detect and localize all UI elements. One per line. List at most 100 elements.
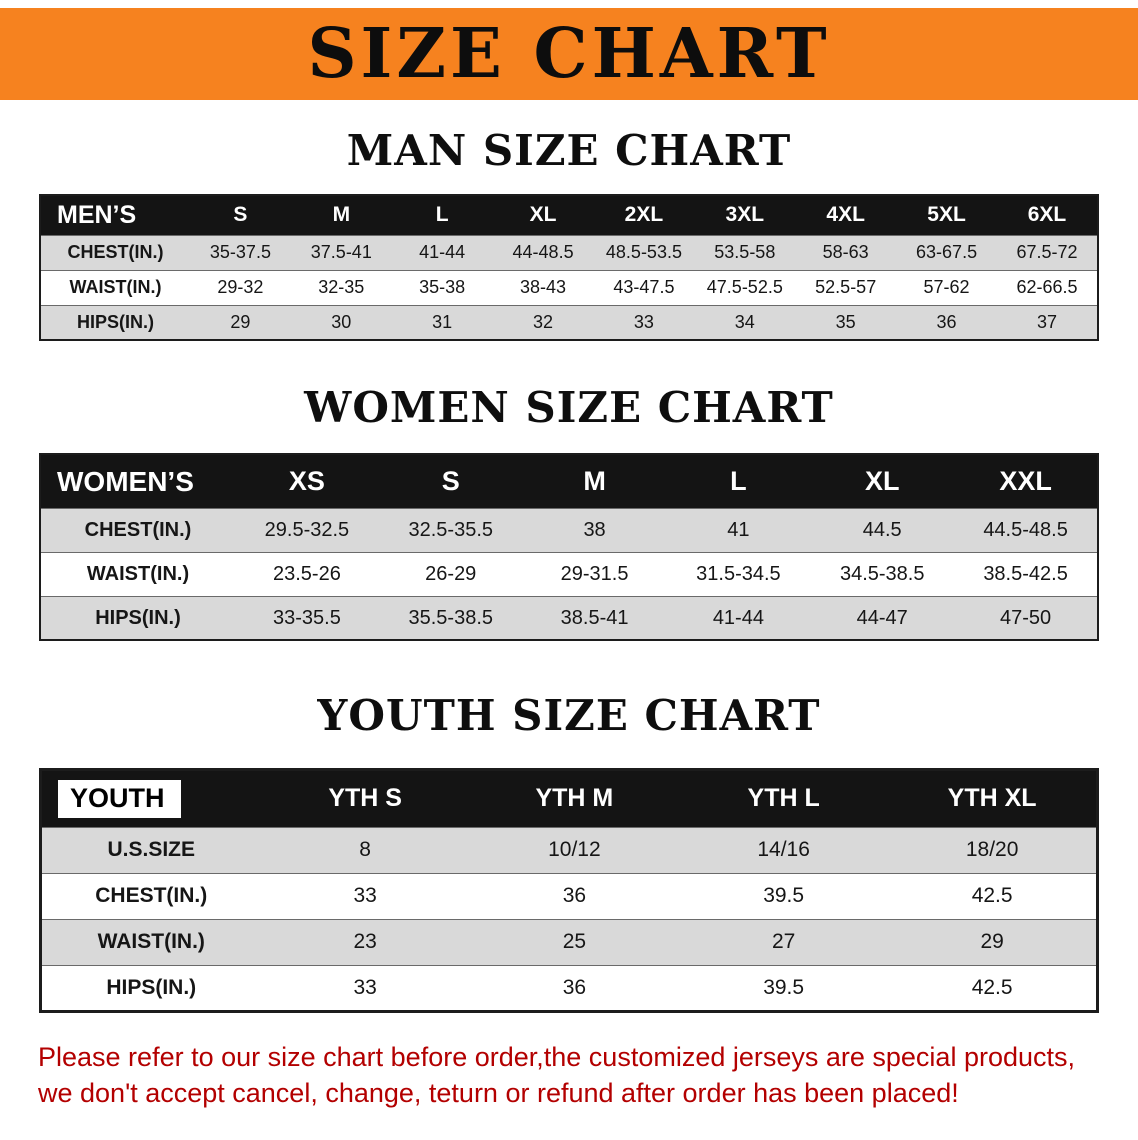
measurement-value: 35 (835, 311, 856, 332)
measurement-value: 39.5 (763, 975, 805, 999)
youth-section: YOUTH SIZE CHART YOUTH YTH S YTH M YTH L YTH… (0, 691, 1138, 1013)
measurement-value: 47.5-52.5 (706, 277, 783, 298)
measurement-value: 26-29 (425, 562, 477, 585)
youth-section-heading: YOUTH SIZE CHART (317, 691, 821, 741)
size-column-header: YTH S (260, 769, 470, 828)
banner: SIZE CHART (0, 8, 1138, 100)
youth-size-table: YOUTH YTH S YTH M YTH L YTH XL U.S.SIZE 8 10/12… (39, 767, 1099, 1013)
measurement-label: WAIST(IN.) (86, 562, 190, 585)
measurement-value: 37 (1036, 311, 1058, 332)
size-column-header: 2XL (593, 195, 695, 236)
page-title: SIZE CHART (307, 14, 831, 94)
size-column-header: YTH M (469, 769, 679, 828)
measurement-value: 8 (359, 838, 371, 862)
size-column-header: YTH XL (888, 769, 1098, 828)
measurement-value: 38.5-41 (560, 606, 629, 629)
measurement-value: 57-62 (923, 277, 970, 298)
table-header-row: MEN’S S M L XL 2XL 3XL 4XL 5XL 6XL (40, 195, 1098, 236)
measurement-value: 29-31.5 (560, 562, 629, 585)
measurement-value: 38 (583, 518, 606, 541)
measurement-value: 23 (353, 930, 377, 954)
table-title-chip: YOUTH (58, 779, 181, 818)
measurement-value: 29-32 (217, 277, 264, 298)
measurement-value: 38-43 (520, 277, 567, 298)
measurement-value: 29 (980, 930, 1004, 954)
measurement-value: 35-37.5 (209, 242, 271, 263)
measurement-value: 41-44 (419, 242, 466, 263)
men-section: MAN SIZE CHART MEN’S S M L XL 2XL 3XL 4XL 5XL 6XL… (0, 127, 1138, 342)
measurement-value: 53.5-58 (714, 242, 776, 263)
measurement-label: CHEST(IN.) (67, 242, 164, 263)
size-column-header: M (522, 454, 667, 509)
measurement-label: WAIST(IN.) (97, 930, 205, 954)
size-column-header: L (666, 454, 811, 509)
measurement-value: 30 (331, 311, 352, 332)
measurement-value: 32 (533, 311, 554, 332)
measurement-value: 42.5 (971, 975, 1013, 999)
size-column-header: YTH L (679, 769, 889, 828)
measurement-value: 27 (771, 930, 796, 954)
measurement-value: 23.5-26 (272, 562, 341, 585)
measurement-value: 34.5-38.5 (839, 562, 925, 585)
measurement-label: CHEST(IN.) (84, 518, 192, 541)
measurement-row: WAIST(IN.) 23 25 27 29 (40, 919, 1098, 966)
table-title-cell: YOUTH (40, 769, 261, 828)
measurement-row: WAIST(IN.) 29-32 32-35 35-38 38-43 43-47.5 47.… (40, 270, 1098, 306)
measurement-value: 48.5-53.5 (605, 242, 682, 263)
measurement-label: CHEST(IN.) (95, 884, 208, 908)
measurement-label: HIPS(IN.) (76, 311, 154, 332)
measurement-value: 29 (230, 311, 251, 332)
measurement-row: CHEST(IN.) 33 36 39.5 42.5 (40, 873, 1098, 920)
measurement-value: 44-48.5 (512, 242, 574, 263)
measurement-value: 41-44 (712, 606, 764, 629)
measurement-value: 43-47.5 (613, 277, 675, 298)
measurement-value: 52.5-57 (815, 277, 877, 298)
table-title-cell: WOMEN’S (40, 454, 235, 509)
measurement-row: HIPS(IN.) 29 30 31 32 33 34 35 36 37 (40, 305, 1098, 341)
measurement-row: HIPS(IN.) 33-35.5 35.5-38.5 38.5-41 41-44 44-… (40, 596, 1098, 641)
measurement-value: 36 (936, 311, 957, 332)
size-column-header: XXL (954, 454, 1098, 509)
measurement-value: 10/12 (548, 838, 601, 862)
measurement-value: 25 (562, 930, 587, 954)
men-size-table: MEN’S S M L XL 2XL 3XL 4XL 5XL 6XL CHEST(IN.) 35-37… (39, 194, 1099, 342)
measurement-value: 62-66.5 (1016, 277, 1078, 298)
measurement-label: U.S.SIZE (107, 838, 196, 862)
measurement-row: CHEST(IN.) 29.5-32.5 32.5-35.5 38 41 44.5 44.5… (40, 508, 1098, 553)
disclaimer-line-2: we don't accept cancel, change, teturn o… (38, 1078, 959, 1108)
measurement-value: 44.5 (862, 518, 902, 541)
measurement-value: 37.5-41 (310, 242, 372, 263)
measurement-value: 32-35 (318, 277, 365, 298)
size-chart-page: SIZE CHART MAN SIZE CHART MEN’S S M L XL 2XL 3… (0, 8, 1138, 1111)
women-section: WOMEN SIZE CHART WOMEN’S XS S M L XL XXL CHEST(… (0, 384, 1138, 642)
measurement-value: 31.5-34.5 (696, 562, 781, 585)
measurement-value: 29.5-32.5 (264, 518, 350, 541)
measurement-value: 31 (432, 311, 453, 332)
measurement-row: WAIST(IN.) 23.5-26 26-29 29-31.5 31.5-34.5 34… (40, 552, 1098, 597)
measurement-value: 44-47 (856, 606, 908, 629)
size-column-header: S (378, 454, 523, 509)
measurement-value: 38.5-42.5 (983, 562, 1068, 585)
measurement-value: 34 (734, 311, 755, 332)
measurement-value: 41 (727, 518, 750, 541)
size-column-header: 5XL (896, 195, 997, 236)
measurement-value: 42.5 (971, 884, 1013, 908)
measurement-label: HIPS(IN.) (106, 975, 197, 999)
measurement-value: 33 (353, 975, 377, 999)
measurement-value: 44.5-48.5 (983, 518, 1068, 541)
size-column-header: M (290, 195, 392, 236)
measurement-value: 39.5 (763, 884, 805, 908)
size-column-header: L (391, 195, 493, 236)
disclaimer-text: Please refer to our size chart before or… (0, 1039, 1138, 1112)
measurement-row: U.S.SIZE 8 10/12 14/16 18/20 (40, 827, 1098, 874)
measurement-value: 63-67.5 (916, 242, 978, 263)
measurement-value: 35.5-38.5 (408, 606, 493, 629)
women-size-table: WOMEN’S XS S M L XL XXL CHEST(IN.) 29.5-32.5 32.5… (39, 453, 1099, 642)
measurement-value: 36 (562, 975, 587, 999)
measurement-value: 14/16 (757, 838, 810, 862)
size-column-header: 4XL (795, 195, 897, 236)
measurement-value: 18/20 (965, 838, 1019, 862)
size-column-header: S (190, 195, 291, 236)
measurement-value: 67.5-72 (1016, 242, 1078, 263)
table-header-row: WOMEN’S XS S M L XL XXL (40, 454, 1098, 509)
